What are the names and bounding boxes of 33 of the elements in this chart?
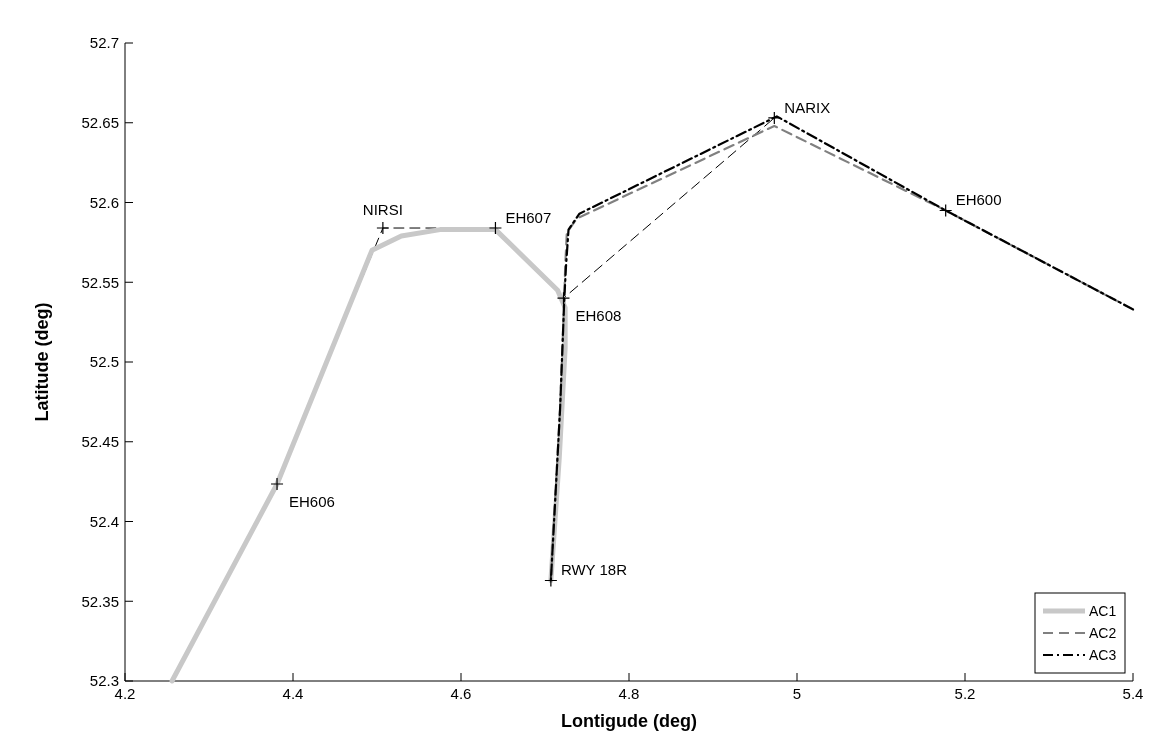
y-tick-label: 52.6: [89, 193, 119, 211]
y-tick-label: 52.45: [81, 433, 119, 450]
legend-label: AC1: [1089, 602, 1117, 619]
annotation: NARIX: [784, 98, 831, 116]
annotation: EH607: [505, 208, 552, 226]
x-tick-label: 5.2: [954, 685, 976, 702]
y-tick-label: 52.7: [89, 34, 119, 52]
point: [270, 477, 284, 491]
y-tick-label: 52.35: [81, 592, 119, 610]
x-tick-label: 4.8: [618, 685, 640, 702]
point: [488, 221, 503, 235]
point: [376, 221, 390, 235]
x-tick-label: 5.4: [1122, 685, 1144, 702]
annotation: EH600: [955, 191, 1002, 209]
legend-label: AC2: [1089, 624, 1117, 641]
y-axis-title: Latitude (deg): [32, 302, 52, 422]
legend-label: AC3: [1089, 646, 1117, 663]
x-axis-title: Lontigude (deg): [561, 711, 697, 731]
x-tick-label: 4.6: [450, 685, 472, 702]
y-tick-label: 52.65: [81, 114, 119, 131]
point: [767, 111, 781, 125]
y-tick-label: 52.5: [89, 353, 119, 371]
annotation: EH608: [575, 306, 622, 324]
point: [544, 573, 558, 588]
annotation: NIRSI: [362, 200, 403, 218]
annotation: RWY 18R: [560, 561, 628, 579]
point: [939, 203, 953, 218]
point: [556, 291, 571, 305]
x-tick-label: 4.4: [282, 685, 304, 702]
x-tick-label: 5: [792, 685, 802, 702]
y-tick-label: 52.4: [89, 512, 119, 530]
y-tick-label: 52.55: [81, 273, 119, 291]
annotation: EH606: [289, 492, 335, 510]
